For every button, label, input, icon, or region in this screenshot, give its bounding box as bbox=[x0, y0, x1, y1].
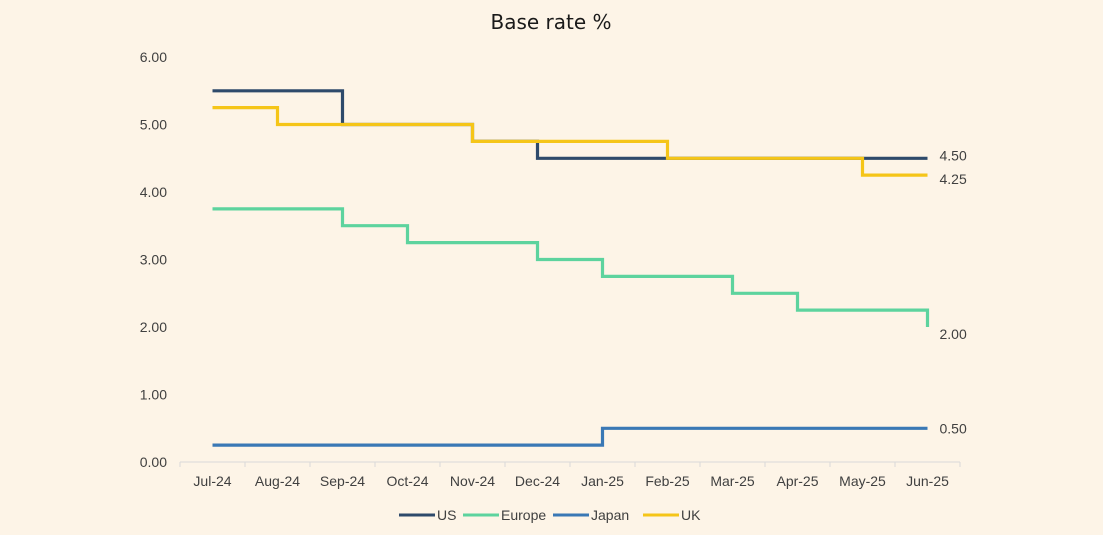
series-layer bbox=[212, 89, 930, 447]
legend-item-japan: Japan bbox=[553, 507, 629, 523]
x-axis: Jul-24 Aug-24 Sep-24 Oct-24 Nov-24 Dec-24 Jan-… bbox=[179, 461, 961, 489]
y-tick-label: 0.00 bbox=[140, 454, 167, 470]
y-tick-label: 6.00 bbox=[140, 49, 167, 65]
x-tick-label: Feb-25 bbox=[645, 473, 690, 489]
legend-label: Europe bbox=[501, 507, 546, 523]
x-tick-label: Jul-24 bbox=[193, 473, 231, 489]
y-tick-label: 1.00 bbox=[140, 387, 167, 403]
end-label-us: 4.50 bbox=[940, 147, 967, 163]
x-tick-label: Oct-24 bbox=[386, 473, 428, 489]
end-label-japan: 0.50 bbox=[940, 420, 967, 436]
legend-label: Japan bbox=[591, 507, 629, 523]
y-tick-label: 2.00 bbox=[140, 319, 167, 335]
chart-title: Base rate % bbox=[490, 10, 611, 34]
x-tick-label: Mar-25 bbox=[710, 473, 755, 489]
legend: US Europe Japan UK bbox=[399, 507, 701, 523]
x-tick-label: Aug-24 bbox=[255, 473, 300, 489]
y-tick-label: 3.00 bbox=[140, 252, 167, 268]
series-line-uk bbox=[212, 106, 928, 177]
series-line-europe bbox=[212, 207, 930, 327]
x-tick-label: Nov-24 bbox=[450, 473, 495, 489]
x-tick-label: Jun-25 bbox=[906, 473, 949, 489]
y-tick-label: 5.00 bbox=[140, 117, 167, 133]
legend-label: UK bbox=[681, 507, 701, 523]
x-tick-label: Sep-24 bbox=[320, 473, 365, 489]
legend-item-uk: UK bbox=[643, 507, 701, 523]
legend-label: US bbox=[437, 507, 456, 523]
end-label-uk: 4.25 bbox=[940, 171, 967, 187]
legend-item-europe: Europe bbox=[463, 507, 546, 523]
end-label-europe: 2.00 bbox=[940, 326, 967, 342]
x-tick-label: May-25 bbox=[839, 473, 886, 489]
x-tick-label: Jan-25 bbox=[581, 473, 624, 489]
x-tick-label: Dec-24 bbox=[515, 473, 560, 489]
legend-item-us: US bbox=[399, 507, 456, 523]
y-tick-label: 4.00 bbox=[140, 184, 167, 200]
series-line-japan bbox=[212, 426, 928, 447]
y-axis: 0.00 1.00 2.00 3.00 4.00 5.00 6.00 bbox=[140, 49, 167, 470]
x-tick-label: Apr-25 bbox=[776, 473, 818, 489]
end-labels: 4.50 2.00 0.50 4.25 bbox=[940, 147, 967, 436]
